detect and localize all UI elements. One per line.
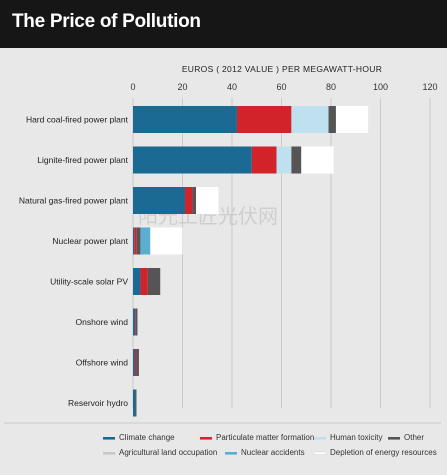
legend-swatch [103,437,115,440]
legend-swatch [313,451,327,455]
bar-segment [150,227,183,255]
legend-label: Agricultural land occupation [119,448,217,457]
bar-segment [184,187,193,214]
legend: Climate change Particulate matter formati… [103,433,437,457]
bar-segment [133,349,135,376]
bar-segment [196,187,219,214]
x-tick-label: 40 [227,82,237,92]
bar-segment [133,106,237,133]
bar-segment [135,389,137,417]
bar-segment [133,146,252,174]
category-label: Offshore wind [76,358,129,368]
bar-segment [134,349,137,376]
bar-segment [135,308,138,336]
legend-label: Nuclear accidents [241,448,305,457]
legend-swatch [314,437,326,440]
legend-swatch [225,452,237,455]
bar-segment [140,268,148,295]
bar-segment [134,227,137,255]
bar-segment [147,268,161,295]
x-tick-label: 100 [373,82,388,92]
bar-segment [192,187,197,214]
x-tick-label: 20 [177,82,187,92]
legend-swatch [200,437,212,440]
bar-group [133,106,369,417]
legend-label: Depletion of energy resources [330,448,437,457]
category-label: Nuclear power plant [52,236,128,246]
price-of-pollution-chart: 阳光工匠光伏网 EUROS ( 2012 VALUE ) PER MEGAWAT… [4,64,441,457]
category-labels: Hard coal-fired power plant Lignite-fired… [19,115,129,409]
bar-segment [291,106,329,133]
bar-segment [276,146,292,174]
x-tick-labels: 0 20 40 60 80 100 120 [130,82,437,92]
bar-segment [134,308,136,336]
category-label: Onshore wind [76,317,129,327]
legend-label: Other [404,433,424,442]
bar-segment [251,146,277,174]
bar-segment [133,227,135,255]
bar-segment [328,106,336,133]
legend-label: Climate change [119,433,175,442]
header-bar: The Price of Pollution [0,0,447,48]
bar-segment [301,146,334,174]
category-label: Lignite-fired power plant [37,155,128,165]
category-label: Utility-scale solar PV [50,277,128,287]
bar-segment [136,227,141,255]
bar-segment [140,227,151,255]
x-tick-label: 80 [326,82,336,92]
page-title: The Price of Pollution [12,11,201,32]
bar-segment [133,268,141,295]
bar-segment [236,106,292,133]
legend-label: Particulate matter formation [216,433,314,442]
x-axis-title: EUROS ( 2012 VALUE ) PER MEGAWATT-HOUR [182,64,382,74]
category-label: Hard coal-fired power plant [26,115,129,125]
legend-swatch [388,437,400,440]
bar-segment [133,389,136,417]
bar-segment [335,106,369,133]
category-label: Natural gas-fired power plant [19,196,129,206]
bar-segment [133,308,135,336]
x-tick-label: 120 [422,82,437,92]
x-tick-label: 60 [276,82,286,92]
x-tick-label: 0 [130,82,135,92]
bar-segment [133,187,185,214]
legend-swatch [103,452,115,455]
bar-segment [136,349,139,376]
bar-segment [291,146,302,174]
legend-label: Human toxicity [330,433,382,442]
category-label: Reservoir hydro [68,398,128,408]
